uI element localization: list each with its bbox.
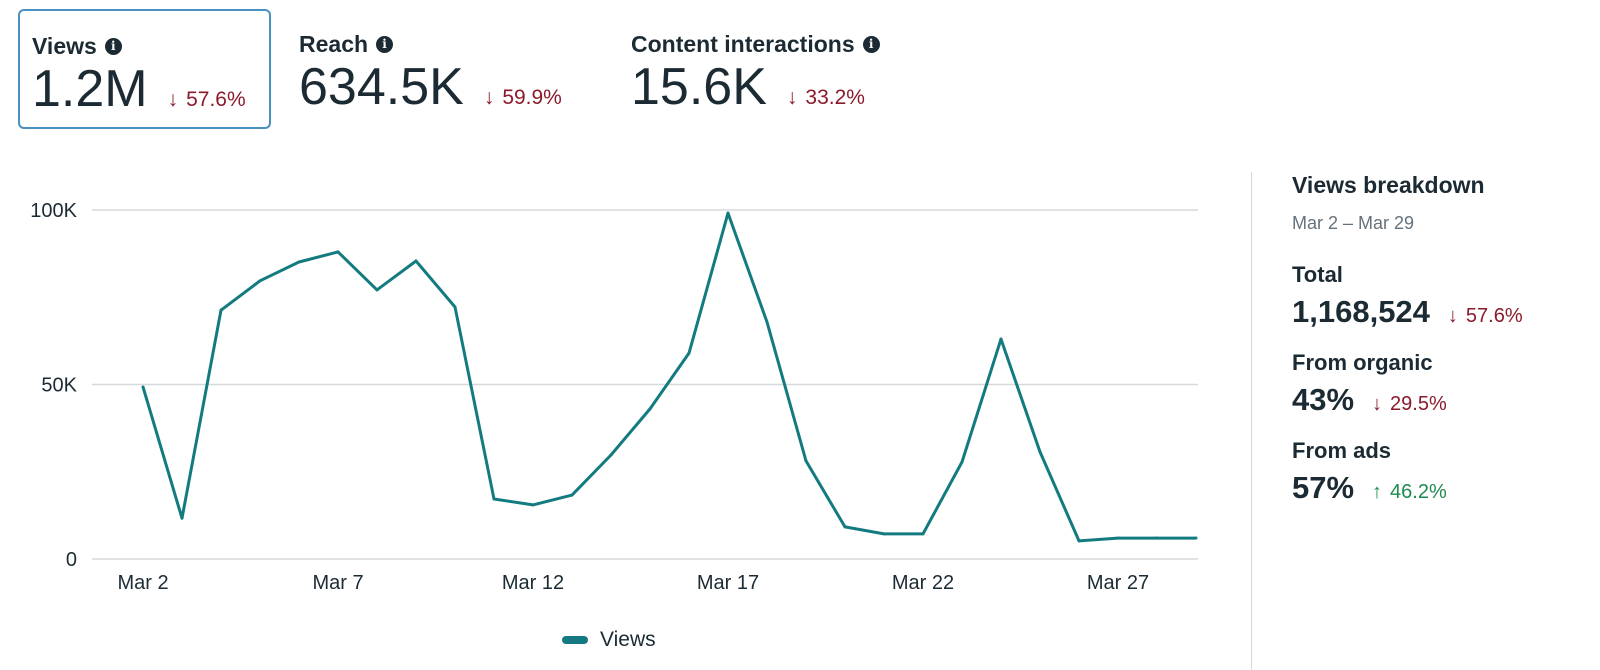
metric-delta-value: 57.6% [1465, 305, 1523, 327]
y-axis-ticks: 0 50K 100K [30, 200, 77, 571]
x-tick-label: Mar 17 [697, 572, 759, 594]
metric-value: 43% [1292, 382, 1355, 417]
kpi-value: 634.5K [299, 58, 464, 116]
kpi-card-content-interactions[interactable]: Content interactions i 15.6K ↓ 33.2% [619, 9, 919, 129]
breakdown-date-range: Mar 2 – Mar 29 [1292, 213, 1415, 233]
data-point[interactable] [999, 337, 1003, 341]
data-point[interactable] [375, 288, 379, 292]
arrow-down-icon: ↓ [1372, 393, 1383, 415]
x-tick-label: Mar 2 [117, 572, 168, 594]
data-point[interactable] [726, 211, 730, 215]
info-icon[interactable]: i [104, 38, 122, 55]
x-tick-label: Mar 27 [1087, 572, 1149, 594]
metric-value: 1,168,524 [1292, 294, 1430, 329]
breakdown-metric-total: Total 1,168,524 ↓ 57.6% [1292, 262, 1523, 330]
series-line-views[interactable] [141, 211, 1196, 543]
kpi-label: Reach [299, 31, 369, 57]
data-point[interactable] [687, 351, 691, 355]
metric-delta: ↓ 57.6% [1448, 305, 1523, 328]
kpi-value: 15.6K [631, 58, 767, 116]
kpi-label: Content interactions [631, 31, 855, 57]
kpi-delta-value: 59.9% [502, 86, 562, 109]
views-breakdown-panel: Views breakdown Mar 2 – Mar 29 Total 1,1… [1292, 172, 1523, 506]
arrow-up-icon: ↑ [1372, 481, 1383, 503]
y-tick-label: 0 [66, 549, 77, 571]
arrow-down-icon: ↓ [786, 86, 798, 109]
data-point[interactable] [1155, 536, 1159, 540]
data-point[interactable] [336, 250, 340, 254]
data-point[interactable] [453, 305, 457, 309]
x-tick-label: Mar 7 [312, 572, 363, 594]
arrow-down-icon: ↓ [483, 86, 495, 109]
metric-label: From ads [1292, 438, 1392, 463]
data-point[interactable] [1038, 450, 1042, 454]
data-point[interactable] [297, 260, 301, 264]
data-point[interactable] [1077, 539, 1081, 543]
data-point[interactable] [531, 503, 535, 507]
kpi-value: 1.2M [32, 60, 148, 118]
y-tick-label: 50K [41, 375, 77, 397]
data-point[interactable] [258, 279, 262, 283]
data-point[interactable] [492, 497, 496, 501]
chart-legend[interactable]: Views [562, 628, 656, 652]
data-point[interactable] [180, 516, 184, 520]
legend-swatch-views [562, 636, 588, 644]
metric-delta-value: 46.2% [1390, 481, 1447, 503]
data-point[interactable] [765, 320, 769, 324]
x-tick-label: Mar 22 [892, 572, 954, 594]
data-point[interactable] [141, 385, 145, 389]
data-point[interactable] [648, 407, 652, 411]
kpi-delta-value: 33.2% [805, 86, 865, 109]
data-point[interactable] [882, 532, 886, 536]
panel-divider [1251, 172, 1252, 670]
metric-label: From organic [1292, 350, 1433, 375]
info-icon[interactable]: i [862, 36, 880, 53]
y-tick-label: 100K [30, 200, 77, 222]
metric-delta: ↓ 29.5% [1372, 393, 1447, 416]
data-point[interactable] [219, 308, 223, 312]
data-point[interactable] [960, 460, 964, 464]
kpi-card-reach[interactable]: Reach i 634.5K ↓ 59.9% [287, 9, 607, 129]
kpi-delta: ↓ 57.6% [168, 88, 246, 112]
data-point[interactable] [1116, 536, 1120, 540]
legend-label-views: Views [600, 628, 656, 651]
kpi-delta-value: 57.6% [186, 88, 246, 111]
breakdown-title: Views breakdown [1292, 172, 1485, 198]
breakdown-metric-ads: From ads 57% ↑ 46.2% [1292, 438, 1523, 506]
series-views [141, 211, 1198, 543]
grid-lines [92, 209, 1198, 560]
arrow-down-icon: ↓ [167, 88, 179, 111]
data-point[interactable] [921, 532, 925, 536]
info-icon[interactable]: i [376, 36, 394, 53]
arrow-down-icon: ↓ [1447, 305, 1458, 327]
data-point[interactable] [804, 459, 808, 463]
data-point[interactable] [843, 525, 847, 529]
metric-delta: ↑ 46.2% [1372, 481, 1447, 504]
metric-delta-value: 29.5% [1390, 393, 1447, 415]
data-point[interactable] [570, 493, 574, 497]
metric-label: Total [1292, 262, 1343, 287]
kpi-label: Views [32, 33, 97, 59]
kpi-delta: ↓ 59.9% [484, 86, 562, 110]
kpi-delta: ↓ 33.2% [787, 86, 865, 110]
metric-value: 57% [1292, 470, 1355, 505]
x-axis-ticks: Mar 2 Mar 7 Mar 12 Mar 17 Mar 22 Mar 27 [117, 572, 1149, 594]
data-point[interactable] [1194, 536, 1198, 540]
x-tick-label: Mar 12 [502, 572, 564, 594]
kpi-card-views[interactable]: Views i 1.2M ↓ 57.6% [18, 9, 271, 129]
data-point[interactable] [414, 259, 418, 263]
data-point[interactable] [609, 453, 613, 457]
breakdown-metric-organic: From organic 43% ↓ 29.5% [1292, 350, 1523, 418]
